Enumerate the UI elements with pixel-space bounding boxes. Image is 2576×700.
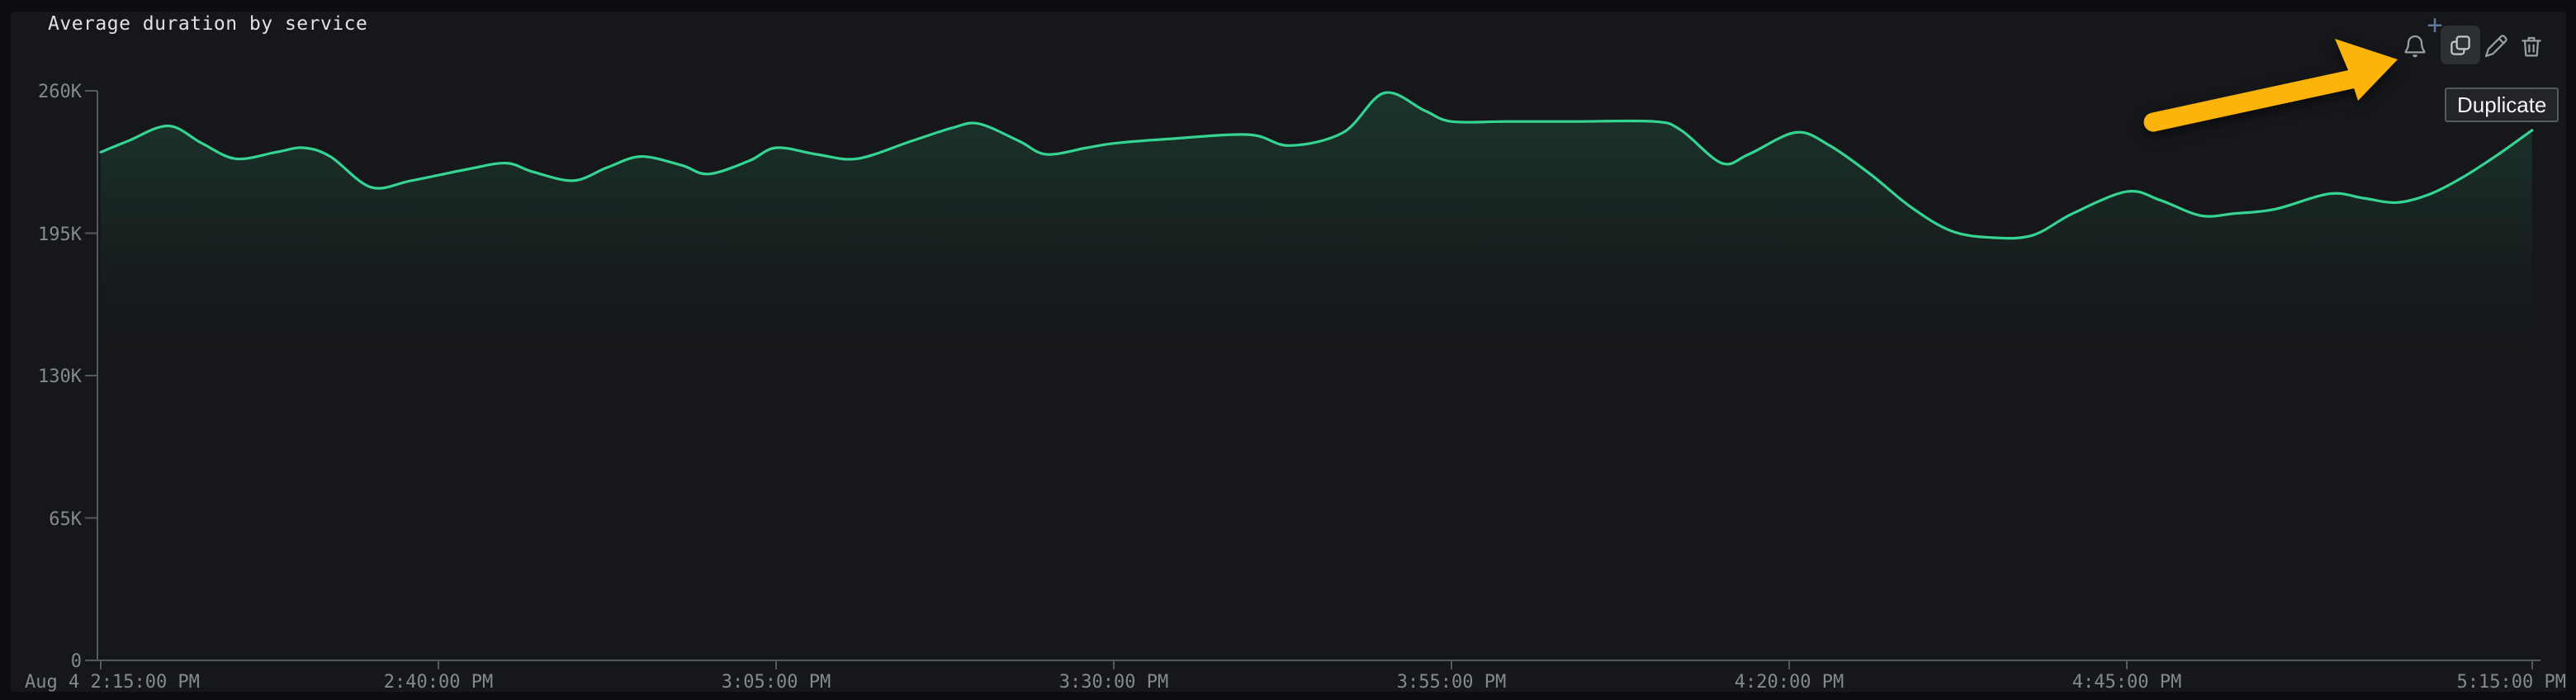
y-tick-label: 195K: [38, 225, 83, 245]
x-tick-label: Aug 4 2:15:00 PM: [25, 672, 200, 693]
duplicate-button[interactable]: [2441, 26, 2480, 64]
panel-title: Average duration by service: [48, 13, 368, 35]
alert-button[interactable]: [2399, 31, 2431, 61]
delete-button[interactable]: [2517, 31, 2546, 61]
copy-icon: [2448, 33, 2473, 58]
x-tick-label: 3:05:00 PM: [722, 672, 831, 693]
series-line: [99, 91, 2534, 240]
x-tick-label: 4:20:00 PM: [1735, 672, 1844, 693]
series-area: [101, 92, 2532, 660]
x-tick-label: 5:15:00 PM: [2457, 672, 2566, 693]
duplicate-tooltip: Duplicate: [2445, 88, 2559, 122]
x-tick-label: 2:40:00 PM: [384, 672, 493, 693]
x-tick-label: 4:45:00 PM: [2072, 672, 2181, 693]
y-tick-label: 65K: [49, 509, 82, 530]
trash-icon: [2518, 33, 2545, 59]
y-tick-label: 0: [71, 651, 82, 672]
bell-icon: [2402, 33, 2428, 59]
x-tick-label: 3:55:00 PM: [1397, 672, 1506, 693]
y-tick-label: 260K: [38, 82, 83, 102]
pencil-icon: [2483, 33, 2509, 59]
x-tick-label: 3:30:00 PM: [1059, 672, 1168, 693]
edit-button[interactable]: [2481, 31, 2511, 61]
y-tick-label: 130K: [38, 367, 83, 387]
